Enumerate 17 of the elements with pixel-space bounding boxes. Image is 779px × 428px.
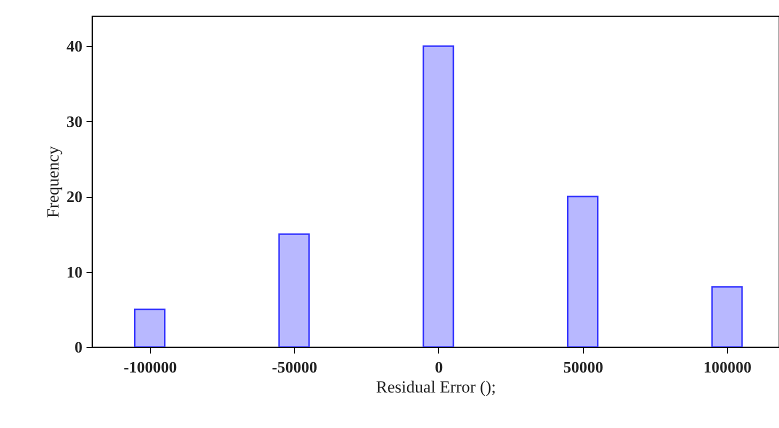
bar: [134, 308, 166, 347]
y-tick-label: 20: [66, 189, 82, 206]
y-axis-title: Frequency: [44, 146, 62, 218]
x-axis-title: Residual Error ();: [376, 378, 496, 396]
bar: [566, 196, 598, 347]
bar: [422, 45, 454, 347]
x-tick-label: -50000: [272, 360, 318, 376]
y-tick-label: 40: [66, 38, 82, 56]
y-tick-label: 0: [74, 340, 82, 356]
y-tick-label: 30: [66, 114, 82, 131]
x-tick-label: 100000: [704, 360, 752, 376]
x-tick-label: 0: [434, 360, 443, 376]
x-tick-label: -100000: [124, 360, 177, 376]
y-tick-label: 10: [66, 264, 82, 282]
x-tick-label: 50000: [563, 360, 604, 376]
bar: [711, 286, 743, 347]
bar: [278, 233, 310, 347]
